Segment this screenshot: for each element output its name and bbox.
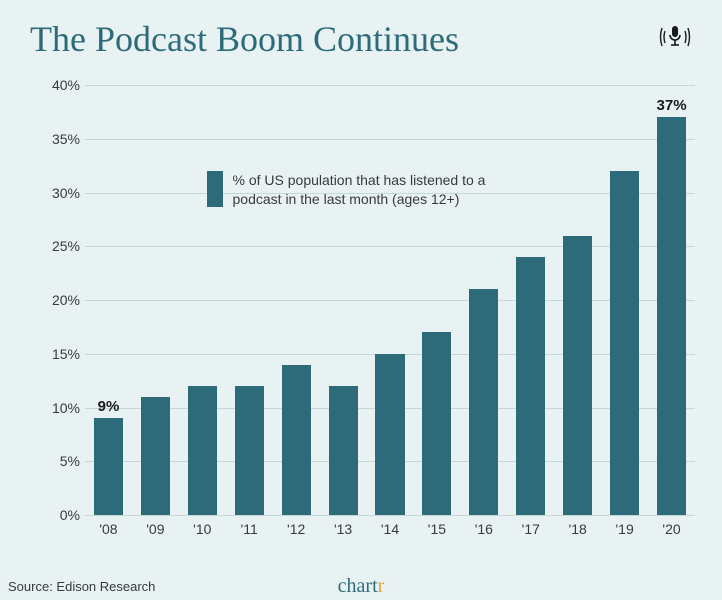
chart-title: The Podcast Boom Continues: [30, 18, 459, 60]
source-text: Source: Edison Research: [8, 579, 155, 594]
bar: [235, 386, 264, 515]
x-tick-label: '17: [522, 521, 540, 537]
gridline: [85, 139, 695, 140]
legend-text: % of US population that has listened to …: [233, 171, 486, 209]
bar: [94, 418, 123, 515]
bar-value-label: 37%: [657, 97, 687, 114]
x-tick-label: '16: [475, 521, 493, 537]
y-tick-label: 25%: [30, 238, 80, 254]
x-tick-label: '10: [193, 521, 211, 537]
x-tick-label: '19: [615, 521, 633, 537]
legend-line1: % of US population that has listened to …: [233, 172, 486, 188]
x-tick-label: '20: [662, 521, 680, 537]
x-tick-label: '14: [381, 521, 399, 537]
gridline: [85, 300, 695, 301]
mic-broadcast-icon: [658, 22, 692, 57]
bar: [329, 386, 358, 515]
y-tick-label: 10%: [30, 400, 80, 416]
y-tick-label: 40%: [30, 77, 80, 93]
bar: [375, 354, 404, 515]
x-tick-label: '15: [428, 521, 446, 537]
gridline: [85, 515, 695, 516]
y-tick-label: 20%: [30, 292, 80, 308]
bar: [469, 289, 498, 515]
x-tick-label: '09: [146, 521, 164, 537]
x-tick-label: '18: [569, 521, 587, 537]
legend: % of US population that has listened to …: [207, 171, 486, 209]
bar-value-label: 9%: [98, 398, 120, 415]
x-tick-label: '12: [287, 521, 305, 537]
brand-part1: chart: [338, 575, 378, 597]
y-tick-label: 5%: [30, 453, 80, 469]
bar: [422, 332, 451, 515]
x-tick-label: '13: [334, 521, 352, 537]
title-row: The Podcast Boom Continues: [0, 0, 722, 60]
bar: [610, 171, 639, 515]
footer: Source: Edison Research chartr: [8, 579, 714, 594]
x-tick-label: '11: [241, 521, 258, 537]
legend-line2: podcast in the last month (ages 12+): [233, 190, 486, 209]
bar-chart: 0%5%10%15%20%25%30%35%40% 9%37% '08'09'1…: [30, 85, 695, 545]
y-tick-label: 30%: [30, 185, 80, 201]
brand-logo: chartr: [338, 575, 385, 598]
plot-area: 9%37% '08'09'10'11'12'13'14'15'16'17'18'…: [85, 85, 695, 515]
x-tick-label: '08: [99, 521, 117, 537]
gridline: [85, 246, 695, 247]
brand-part2: r: [378, 575, 385, 597]
bar: [563, 236, 592, 516]
gridline: [85, 85, 695, 86]
bar: [188, 386, 217, 515]
bar: [516, 257, 545, 515]
y-tick-label: 35%: [30, 131, 80, 147]
bar: [141, 397, 170, 515]
y-tick-label: 15%: [30, 346, 80, 362]
bar: [657, 117, 686, 515]
legend-swatch: [207, 171, 223, 207]
y-tick-label: 0%: [30, 507, 80, 523]
bar: [282, 365, 311, 516]
